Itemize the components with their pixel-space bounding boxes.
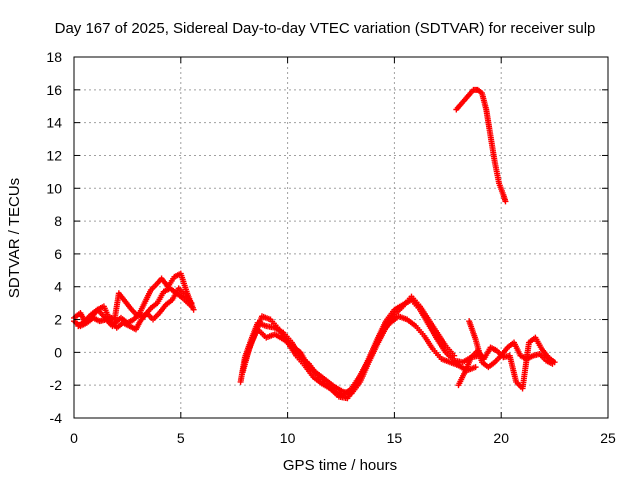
x-tick-label: 10 [280,430,296,446]
data-point [451,352,458,359]
axis-ticks [73,56,609,419]
y-tick-labels: -4 -2 0 2 4 6 8 10 12 14 16 18 [46,49,62,426]
x-tick-label: 5 [177,430,185,446]
y-tick-label: 12 [46,147,62,163]
y-tick-label: 6 [54,246,62,262]
x-tick-label: 0 [70,430,78,446]
data-point [472,364,479,371]
y-tick-label: 4 [54,279,62,295]
data-point [190,306,197,313]
x-tick-label: 25 [600,430,616,446]
y-tick-label: -2 [50,377,63,393]
x-tick-label: 15 [387,430,403,446]
y-tick-label: 14 [46,115,62,131]
data-point [502,198,509,205]
x-tick-labels: 0 5 10 15 20 25 [70,430,616,446]
plot-frame [73,56,609,419]
x-axis-label: GPS time / hours [283,457,397,474]
x-tick-label: 20 [493,430,509,446]
y-axis-label: SDTVAR / TECUs [6,178,23,298]
y-tick-label: 2 [54,312,62,328]
y-tick-label: 0 [54,344,62,360]
y-tick-label: -4 [50,410,63,426]
y-tick-label: 10 [46,180,62,196]
y-tick-label: 18 [46,49,62,65]
y-tick-label: 16 [46,82,62,98]
data-points [71,86,558,402]
data-point [549,360,556,367]
chart-title: Day 167 of 2025, Sidereal Day-to-day VTE… [55,20,596,37]
y-tick-label: 8 [54,213,62,229]
